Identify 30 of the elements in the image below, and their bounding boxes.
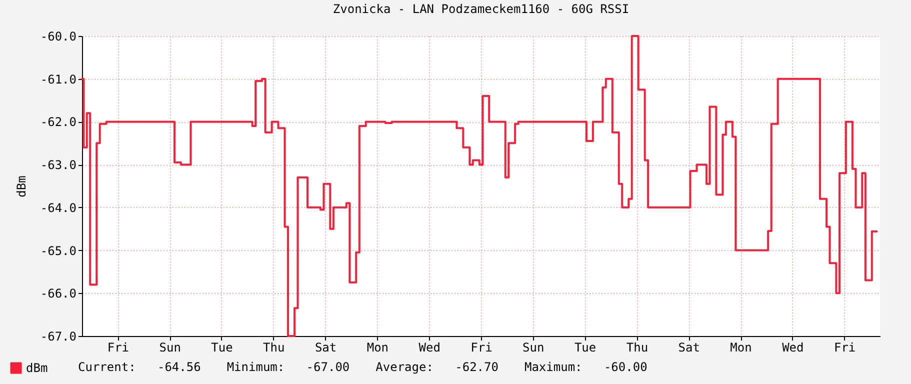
- legend-label: dBm: [26, 361, 48, 375]
- x-tick-label: Mon: [730, 340, 752, 354]
- y-tick-label: -60.0: [40, 30, 76, 44]
- text: Current: -64.56: [78, 360, 201, 374]
- x-tick-label: Sat: [678, 340, 700, 354]
- y-tick-label: -65.0: [40, 244, 76, 258]
- x-tick-label: Sun: [159, 340, 181, 354]
- y-tick-label: -62.0: [40, 115, 76, 130]
- x-tick-label: Thu: [626, 340, 648, 354]
- x-tick-label: Thu: [263, 340, 285, 354]
- x-tick-label: Tue: [574, 340, 596, 354]
- text: Minimum: -67.00: [226, 360, 350, 374]
- x-tick-label: Mon: [366, 340, 389, 354]
- x-tick-label: Fri: [470, 340, 492, 354]
- x-tick-label: Tue: [211, 340, 233, 354]
- y-tick-label: -61.0: [40, 72, 76, 86]
- x-tick-label: Wed: [782, 340, 804, 354]
- y-tick-label: -64.0: [40, 200, 76, 215]
- y-tick-label: -67.0: [40, 330, 76, 344]
- y-tick-label: -63.0: [40, 158, 76, 172]
- x-tick-label: Fri: [834, 340, 856, 354]
- chart-title: Zvonicka - LAN Podzameckem1160 - 60G RSSI: [332, 2, 630, 16]
- text: Average: -62.70: [376, 360, 498, 374]
- y-axis-title: dBm: [14, 176, 28, 198]
- x-tick-label: Sun: [522, 340, 544, 354]
- x-tick-label: Wed: [418, 340, 440, 354]
- y-tick-label: -66.0: [40, 286, 76, 301]
- x-tick-label: Fri: [107, 340, 130, 354]
- text: Maximum: -60.00: [524, 360, 648, 374]
- x-tick-label: Sat: [314, 340, 337, 354]
